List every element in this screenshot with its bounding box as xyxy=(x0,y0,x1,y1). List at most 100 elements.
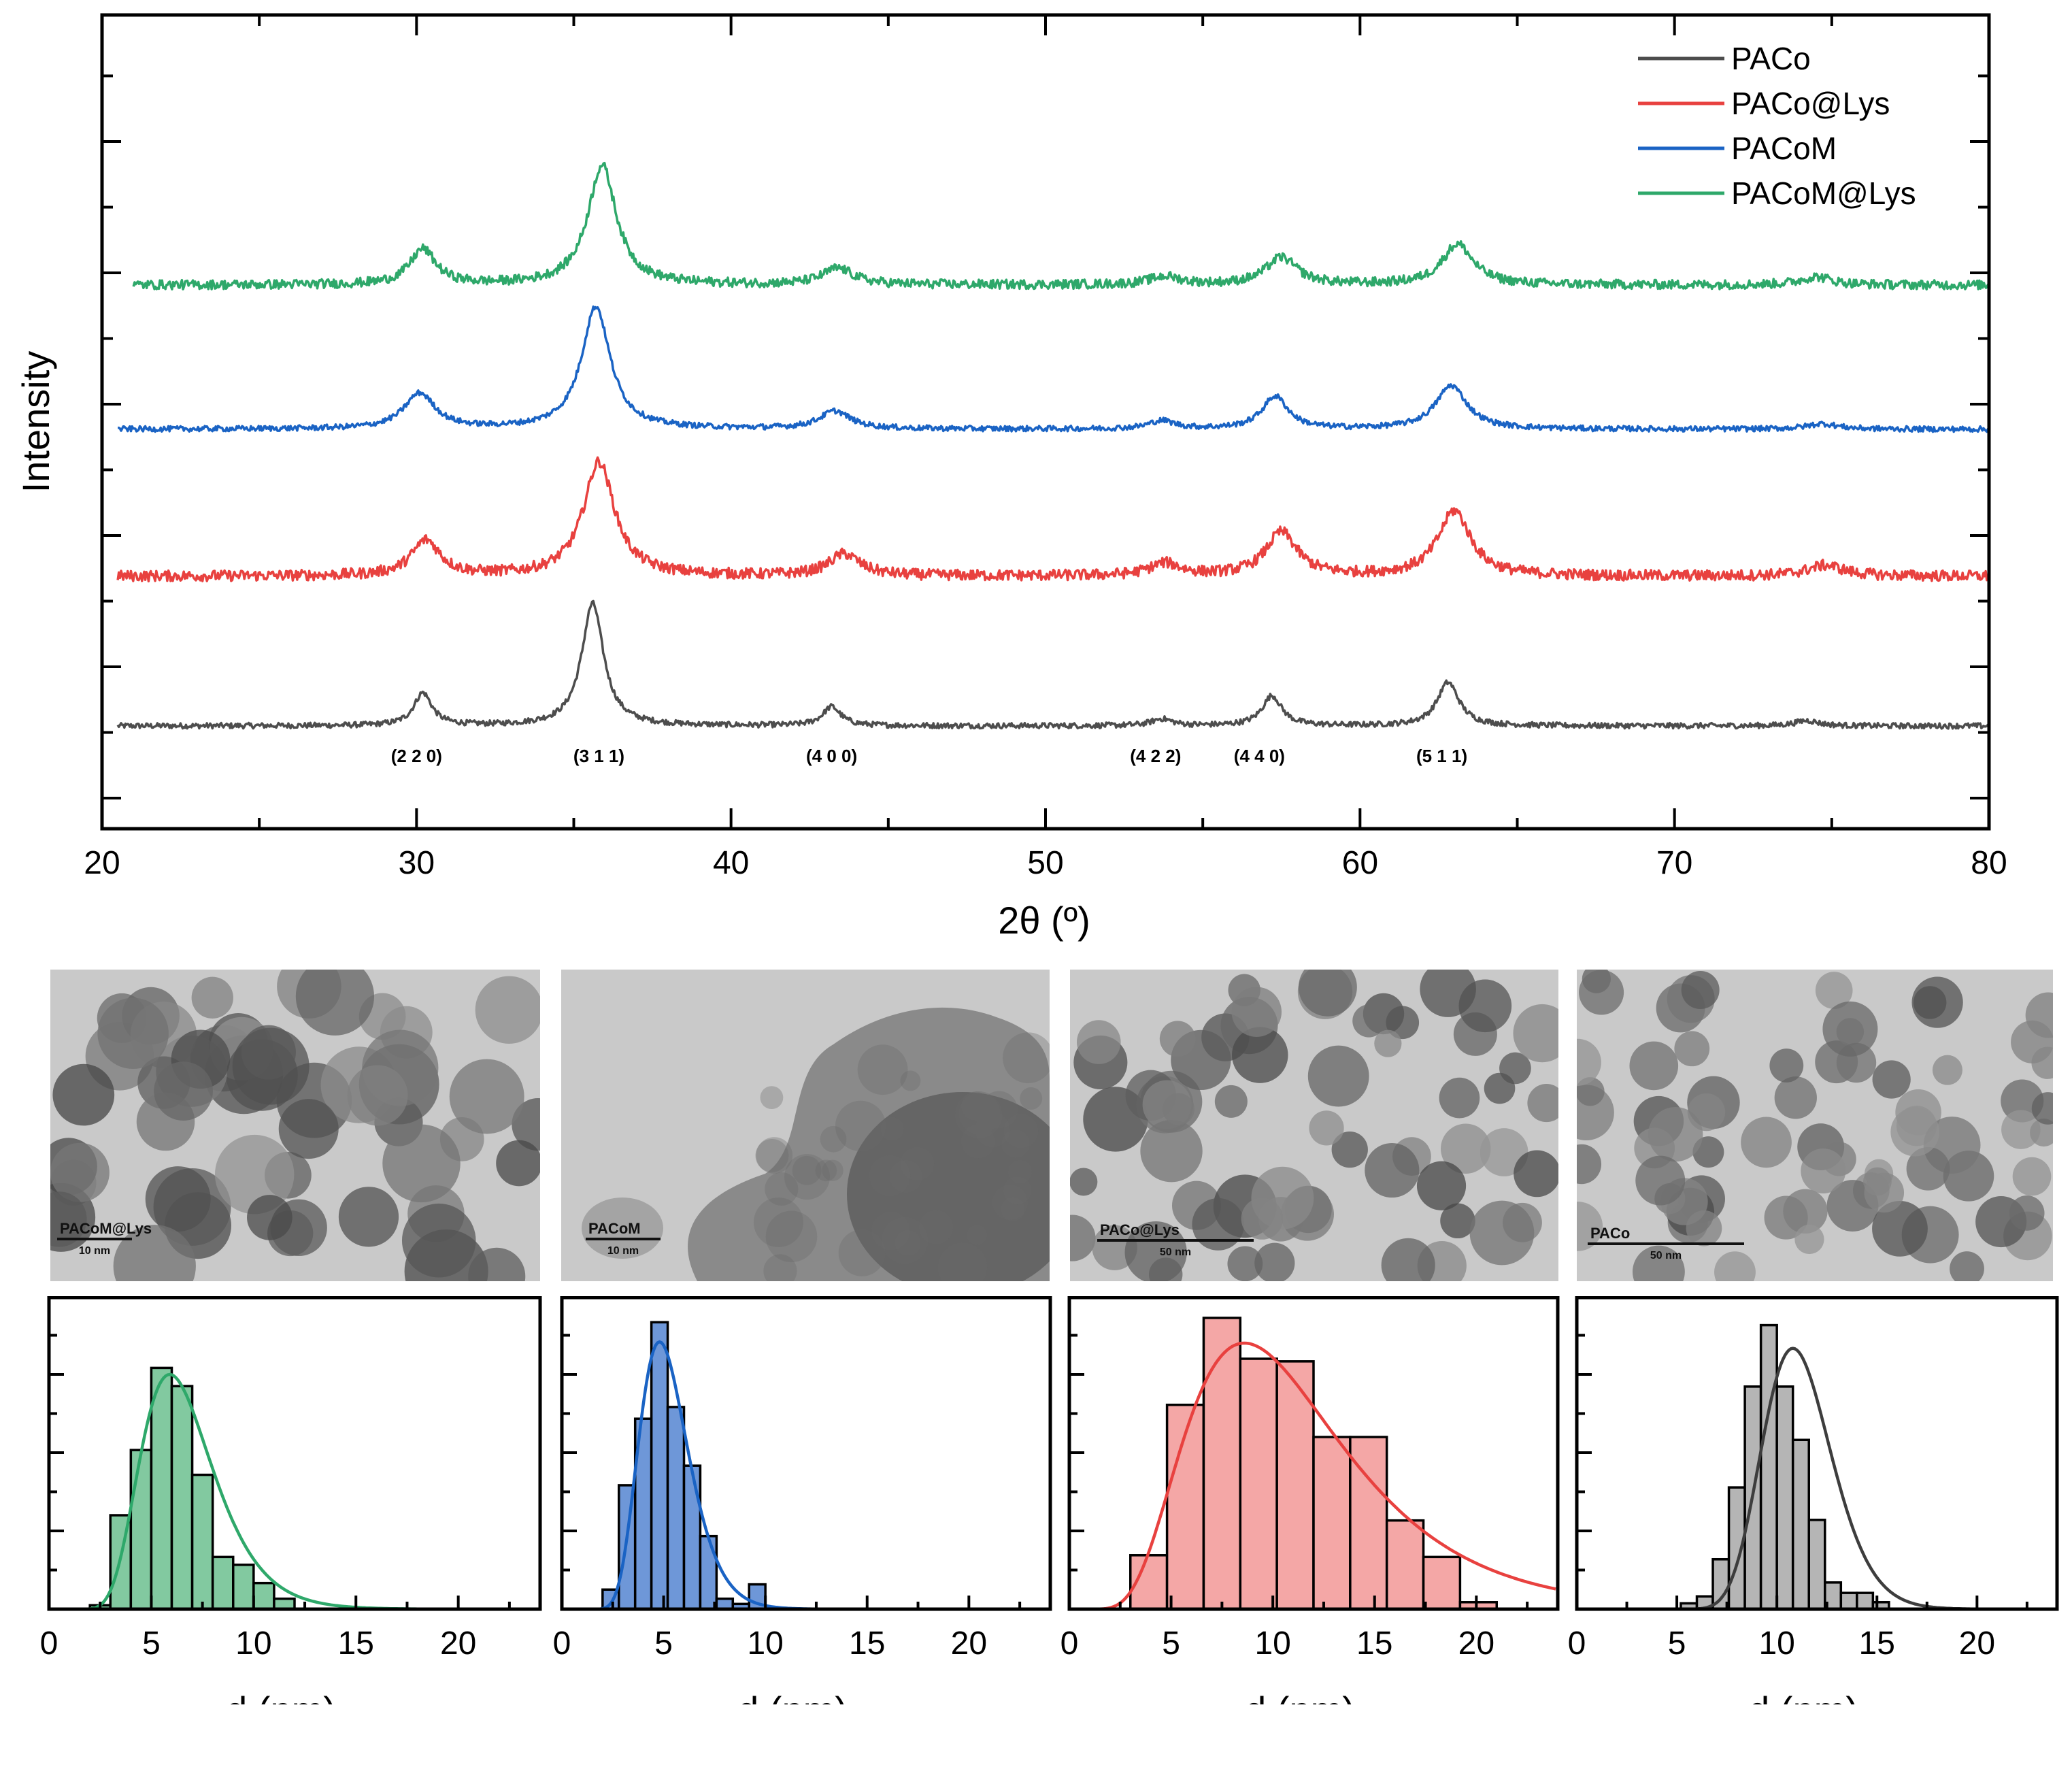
x-tick-label: 50 xyxy=(1027,845,1063,881)
particle xyxy=(241,1025,296,1080)
particle xyxy=(1386,1006,1420,1040)
particle xyxy=(1686,1210,1722,1246)
x-tick-label: 0 xyxy=(40,1625,59,1662)
particle xyxy=(1769,1048,1804,1083)
histogram-bar xyxy=(232,1564,255,1611)
particle xyxy=(50,1191,87,1247)
particle xyxy=(1681,971,1720,1010)
histogram-bar xyxy=(150,1366,173,1611)
x-tick-label: 0 xyxy=(1060,1625,1079,1662)
x-tick-label: 20 xyxy=(440,1625,476,1662)
legend-label: PACoM xyxy=(1731,131,1837,166)
x-tick-label: 80 xyxy=(1971,845,2007,881)
particle xyxy=(1527,1084,1558,1123)
particle xyxy=(1635,1155,1686,1206)
scale-bar-label: 50 nm xyxy=(1650,1250,1682,1261)
particle xyxy=(1441,1123,1491,1174)
particle xyxy=(1232,1027,1288,1083)
particle xyxy=(1214,1085,1248,1118)
particle xyxy=(938,1242,988,1281)
xrd-series-pacom-lys xyxy=(132,161,1990,291)
particle xyxy=(961,1091,990,1121)
histogram-bar xyxy=(699,1534,718,1611)
particle xyxy=(145,1166,211,1232)
x-tick-label: 20 xyxy=(1959,1625,1995,1662)
particle xyxy=(900,1146,935,1180)
histogram-bar xyxy=(1839,1591,1858,1611)
particle-aggregate-core xyxy=(847,1092,1050,1281)
particle xyxy=(992,1185,1028,1220)
particle xyxy=(338,1187,399,1247)
particle xyxy=(1632,1245,1685,1281)
particle xyxy=(191,976,233,1019)
x-tick-label: 70 xyxy=(1656,845,1692,881)
xrd-legend: PACo PACo@Lys PACoM PACoM@Lys xyxy=(1638,41,1916,211)
x-tick-label: 10 xyxy=(747,1625,783,1662)
particle xyxy=(880,1117,904,1141)
tem-image: PACo@Lys 50 nm xyxy=(1070,970,1558,1281)
particle xyxy=(838,1229,886,1276)
particle xyxy=(1911,976,1963,1028)
lognormal-fit-curve xyxy=(1082,1341,1556,1611)
x-tick-label: 15 xyxy=(1859,1625,1895,1662)
particle xyxy=(1352,1004,1386,1038)
x-tick-label: 5 xyxy=(1162,1625,1180,1662)
particle xyxy=(1076,1020,1121,1064)
particle xyxy=(1906,1146,1950,1191)
particle xyxy=(1950,1251,1984,1281)
x-tick-label: 5 xyxy=(142,1625,161,1662)
particle xyxy=(1822,1001,1878,1057)
size-histogram: 0 5 10 15 20 d (nm) xyxy=(1060,1296,1560,1704)
particle xyxy=(1577,1202,1603,1251)
particle xyxy=(1794,1224,1824,1255)
x-tick-label: 20 xyxy=(951,1625,987,1662)
particle xyxy=(1872,1200,1928,1257)
x-tick-label: 10 xyxy=(1758,1625,1794,1662)
particle xyxy=(1439,1077,1480,1119)
tem-sample-label: PACo xyxy=(1590,1225,1630,1242)
particle xyxy=(1774,1076,1817,1119)
particle xyxy=(1469,1200,1535,1266)
particle xyxy=(792,1155,822,1185)
particle xyxy=(1003,1032,1050,1083)
histogram-bar xyxy=(1312,1436,1352,1611)
miller-index-label: (4 0 0) xyxy=(806,746,857,766)
particle xyxy=(1374,1029,1402,1057)
histogram-bar xyxy=(252,1581,275,1611)
miller-index-label: (4 2 2) xyxy=(1130,746,1181,766)
particle xyxy=(1003,1176,1031,1205)
particle xyxy=(496,1140,540,1187)
particle xyxy=(1815,972,1853,1009)
particle xyxy=(820,1125,847,1153)
particle xyxy=(1159,1021,1196,1057)
particle xyxy=(582,1198,663,1259)
histogram-bar xyxy=(211,1555,235,1611)
particle xyxy=(347,1065,408,1126)
particle xyxy=(1001,1197,1025,1221)
particle xyxy=(1514,1150,1558,1198)
histogram-bar xyxy=(1775,1385,1794,1611)
x-tick-label: 15 xyxy=(338,1625,374,1662)
histogram-x-axis-title: d (nm) xyxy=(1245,1689,1355,1704)
particle xyxy=(401,1203,476,1278)
particle xyxy=(475,976,540,1044)
particle xyxy=(1513,1004,1558,1063)
xrd-y-axis-title: Intensity xyxy=(14,351,57,493)
histogram-x-axis-title: d (nm) xyxy=(737,1689,848,1704)
particle xyxy=(1140,1120,1203,1183)
x-tick-label: 15 xyxy=(849,1625,885,1662)
histogram-bar xyxy=(1759,1323,1778,1611)
histogram-bar xyxy=(190,1473,214,1611)
particle xyxy=(278,1099,339,1159)
histogram-bar xyxy=(682,1464,702,1611)
x-tick-label: 0 xyxy=(1568,1625,1586,1662)
xrd-x-axis-title: 2θ (º) xyxy=(998,899,1090,942)
particle xyxy=(1741,1117,1792,1168)
particle xyxy=(1381,1238,1435,1281)
legend-label: PACo@Lys xyxy=(1731,86,1890,121)
particle xyxy=(1231,987,1282,1037)
particle xyxy=(1714,1251,1756,1281)
particle xyxy=(869,1155,911,1197)
particle xyxy=(763,1254,797,1281)
histogram-bar xyxy=(1239,1357,1278,1611)
